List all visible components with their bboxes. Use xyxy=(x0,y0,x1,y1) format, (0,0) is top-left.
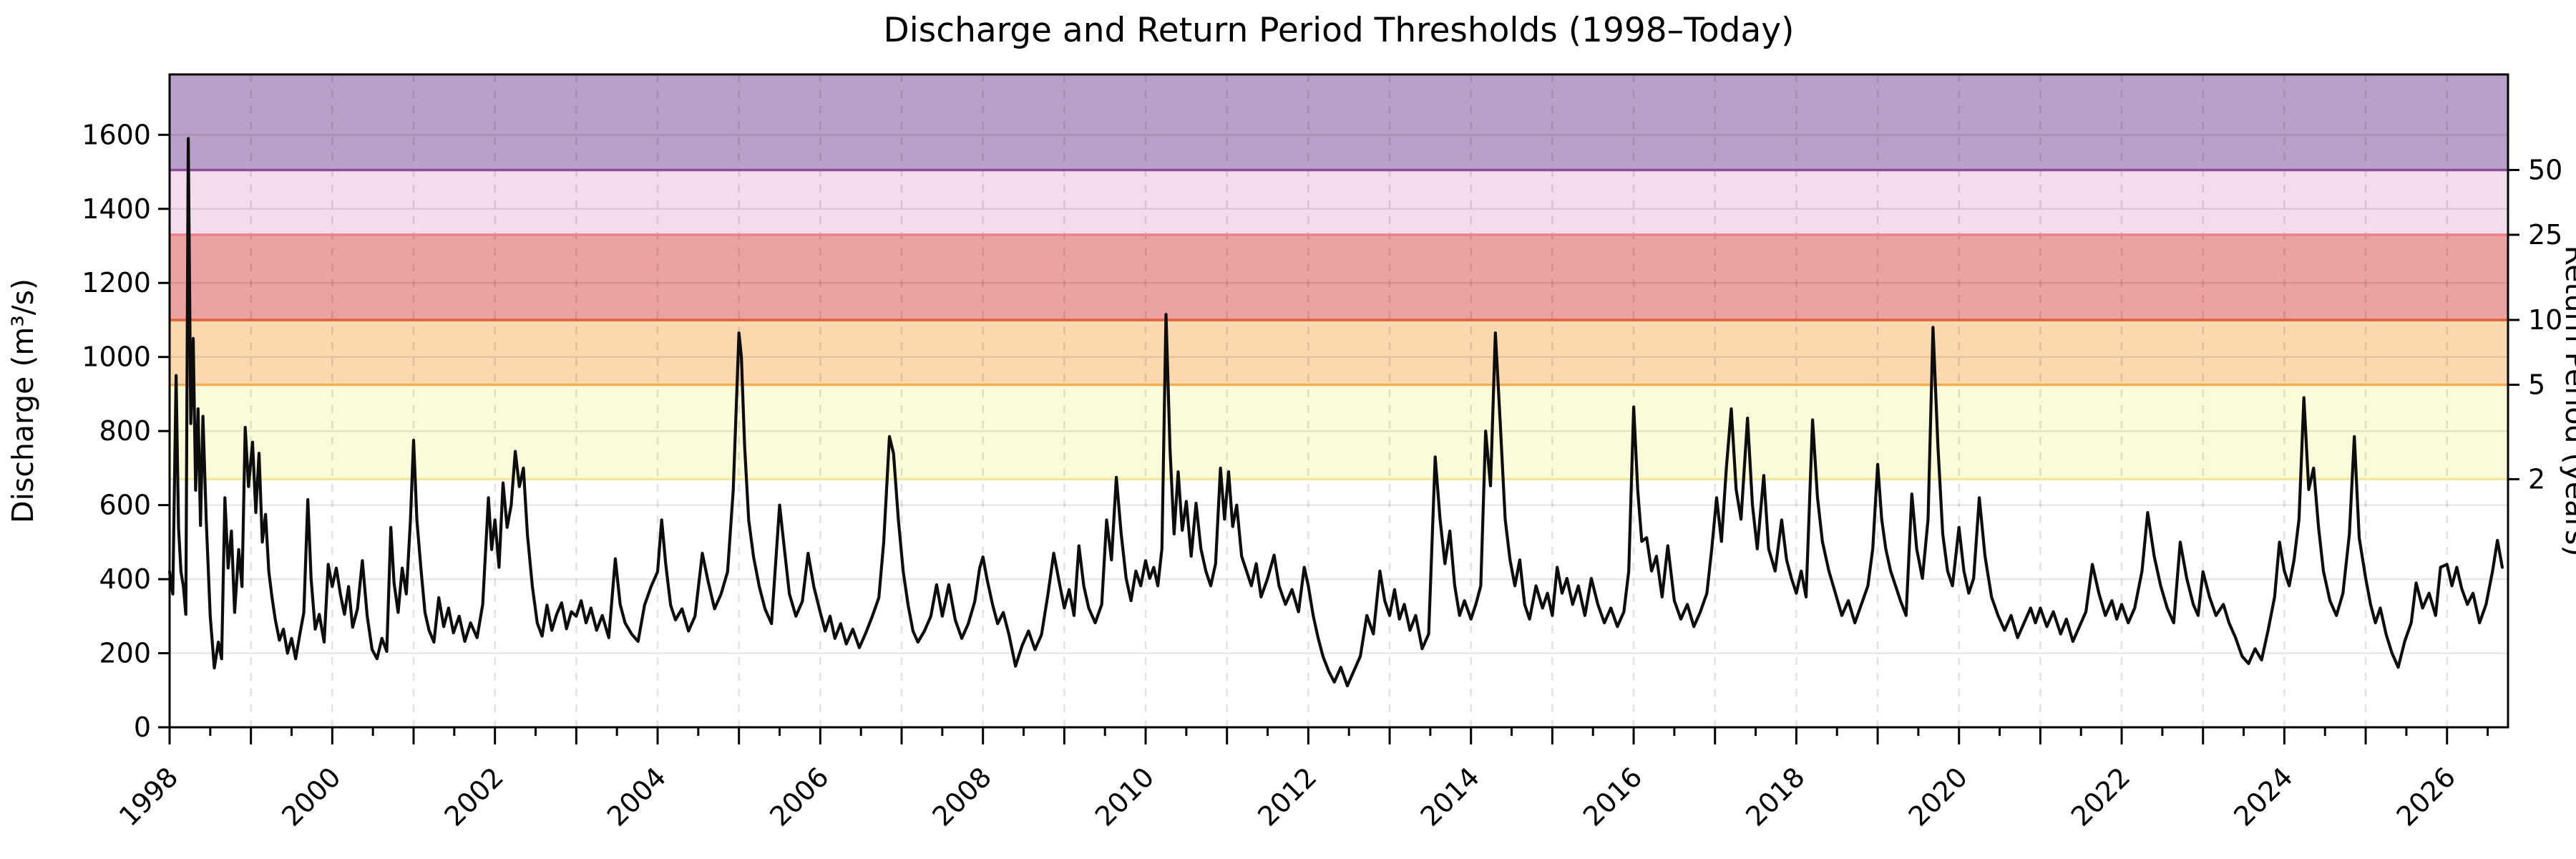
y-tick-label-1600: 1600 xyxy=(82,119,151,150)
y-tick-label-1400: 1400 xyxy=(82,193,151,225)
x-tick-label-1998: 1998 xyxy=(113,761,185,833)
x-tick-label-2010: 2010 xyxy=(1089,761,1161,833)
band-25yr xyxy=(170,170,2508,235)
discharge-line xyxy=(167,137,2504,688)
return-period-label-5: 5 xyxy=(2528,369,2545,400)
axes xyxy=(158,73,2519,744)
y-axis-label-right: Return Period (years) xyxy=(2559,246,2576,557)
plot-border xyxy=(168,73,2509,729)
y-tick-label-200: 200 xyxy=(99,638,151,669)
return-period-label-10: 10 xyxy=(2528,304,2562,336)
x-tick-label-2022: 2022 xyxy=(2065,761,2137,833)
y-tick-label-600: 600 xyxy=(99,490,151,521)
x-tick-label-2006: 2006 xyxy=(763,761,835,833)
gridlines xyxy=(170,74,2508,727)
x-tick-label-2026: 2026 xyxy=(2391,761,2462,833)
x-tick-label-2020: 2020 xyxy=(1903,761,1974,833)
x-tick-label-2004: 2004 xyxy=(601,761,673,833)
return-period-label-50: 50 xyxy=(2528,154,2562,185)
x-tick-label-2000: 2000 xyxy=(275,761,347,833)
x-tick-label-2014: 2014 xyxy=(1415,761,1486,833)
discharge-series xyxy=(167,137,2504,688)
x-tick-label-2016: 2016 xyxy=(1577,761,1649,833)
band-5yr xyxy=(170,319,2508,385)
y-tick-label-400: 400 xyxy=(99,563,151,595)
return-period-label-2: 2 xyxy=(2528,463,2545,495)
x-tick-label-2024: 2024 xyxy=(2228,761,2299,833)
y-axis-label-left: Discharge (m³/s) xyxy=(6,278,40,523)
y-tick-label-1200: 1200 xyxy=(82,267,151,299)
band-10yr xyxy=(170,234,2508,320)
x-tick-label-2018: 2018 xyxy=(1740,761,1811,833)
y-tick-label-800: 800 xyxy=(99,415,151,447)
x-tick-label-2002: 2002 xyxy=(439,761,510,833)
threshold-lines xyxy=(170,168,2508,481)
y-tick-label-1000: 1000 xyxy=(82,341,151,373)
chart-title: Discharge and Return Period Thresholds (… xyxy=(884,11,1795,50)
x-tick-label-2008: 2008 xyxy=(927,761,998,833)
return-period-bands xyxy=(170,74,2508,480)
x-tick-label-2012: 2012 xyxy=(1252,761,1323,833)
y-tick-label-0: 0 xyxy=(134,712,151,743)
band-50yr xyxy=(170,74,2508,170)
band-2yr xyxy=(170,384,2508,480)
return-period-label-25: 25 xyxy=(2528,219,2562,251)
